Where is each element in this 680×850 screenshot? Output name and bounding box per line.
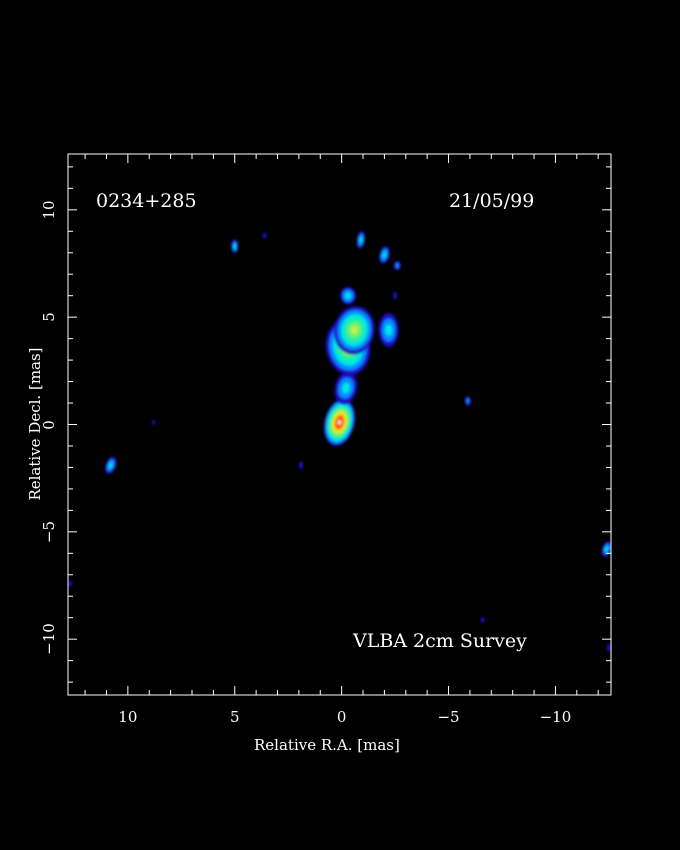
emission-contour (299, 461, 304, 470)
emission-contour (351, 326, 358, 335)
emission-contour (108, 462, 113, 469)
emission-contour (359, 236, 363, 243)
emission-contour (262, 232, 267, 239)
y-tick-label: −10 (40, 623, 58, 655)
emission-contour (345, 292, 351, 299)
emission-spot-4 (464, 395, 471, 406)
emission-jet-extension (334, 306, 375, 354)
emission-contour (68, 580, 73, 587)
x-tick-label: 10 (118, 708, 138, 726)
x-tick-label: 0 (336, 708, 347, 726)
emission-spot-7 (152, 419, 156, 426)
emission-contour (152, 419, 156, 426)
emission-contour (466, 398, 470, 404)
x-tick-label: −5 (437, 708, 460, 726)
emission-contour (395, 263, 399, 269)
emission-blob-north-2 (379, 246, 390, 264)
survey-label: VLBA 2cm Survey (353, 630, 527, 652)
emission-contour (393, 291, 398, 300)
source-name: 0234+285 (96, 190, 197, 212)
emission-inner-jet (334, 372, 358, 404)
emission-spot-10 (606, 643, 611, 652)
emission-blob-north-1 (356, 230, 366, 249)
y-tick-label: 5 (40, 312, 58, 322)
emission-contour (605, 546, 609, 552)
axis-ticks (68, 154, 611, 695)
emission-contour (337, 419, 342, 425)
emission-core (323, 398, 356, 446)
emission-spot-8 (393, 291, 398, 300)
emission-contour (342, 382, 350, 394)
y-tick-label: 10 (40, 200, 58, 220)
emission-jet-tip (340, 286, 357, 305)
x-axis-label: Relative R.A. [mas] (254, 736, 400, 754)
emission-spot-6 (262, 232, 267, 239)
emission-blob-north-3 (393, 260, 401, 271)
source-emission (68, 230, 611, 652)
emission-contour (606, 643, 611, 652)
x-tick-label: 5 (229, 708, 240, 726)
emission-spot-9 (480, 616, 485, 623)
y-tick-label: 0 (40, 419, 58, 430)
emission-spot-5 (299, 461, 304, 470)
emission-contour (233, 243, 236, 249)
emission-contour (480, 616, 485, 623)
emission-spot-3 (601, 541, 611, 557)
emission-contour (382, 251, 387, 258)
emission-spot-2 (105, 456, 117, 474)
emission-jet-east (378, 313, 399, 348)
x-tick-label: −10 (539, 708, 572, 726)
observation-date: 21/05/99 (449, 190, 535, 212)
emission-contour (385, 324, 393, 336)
emission-spot-11 (68, 580, 73, 587)
emission-spot-1 (231, 239, 239, 254)
y-tick-label: −5 (40, 520, 58, 543)
